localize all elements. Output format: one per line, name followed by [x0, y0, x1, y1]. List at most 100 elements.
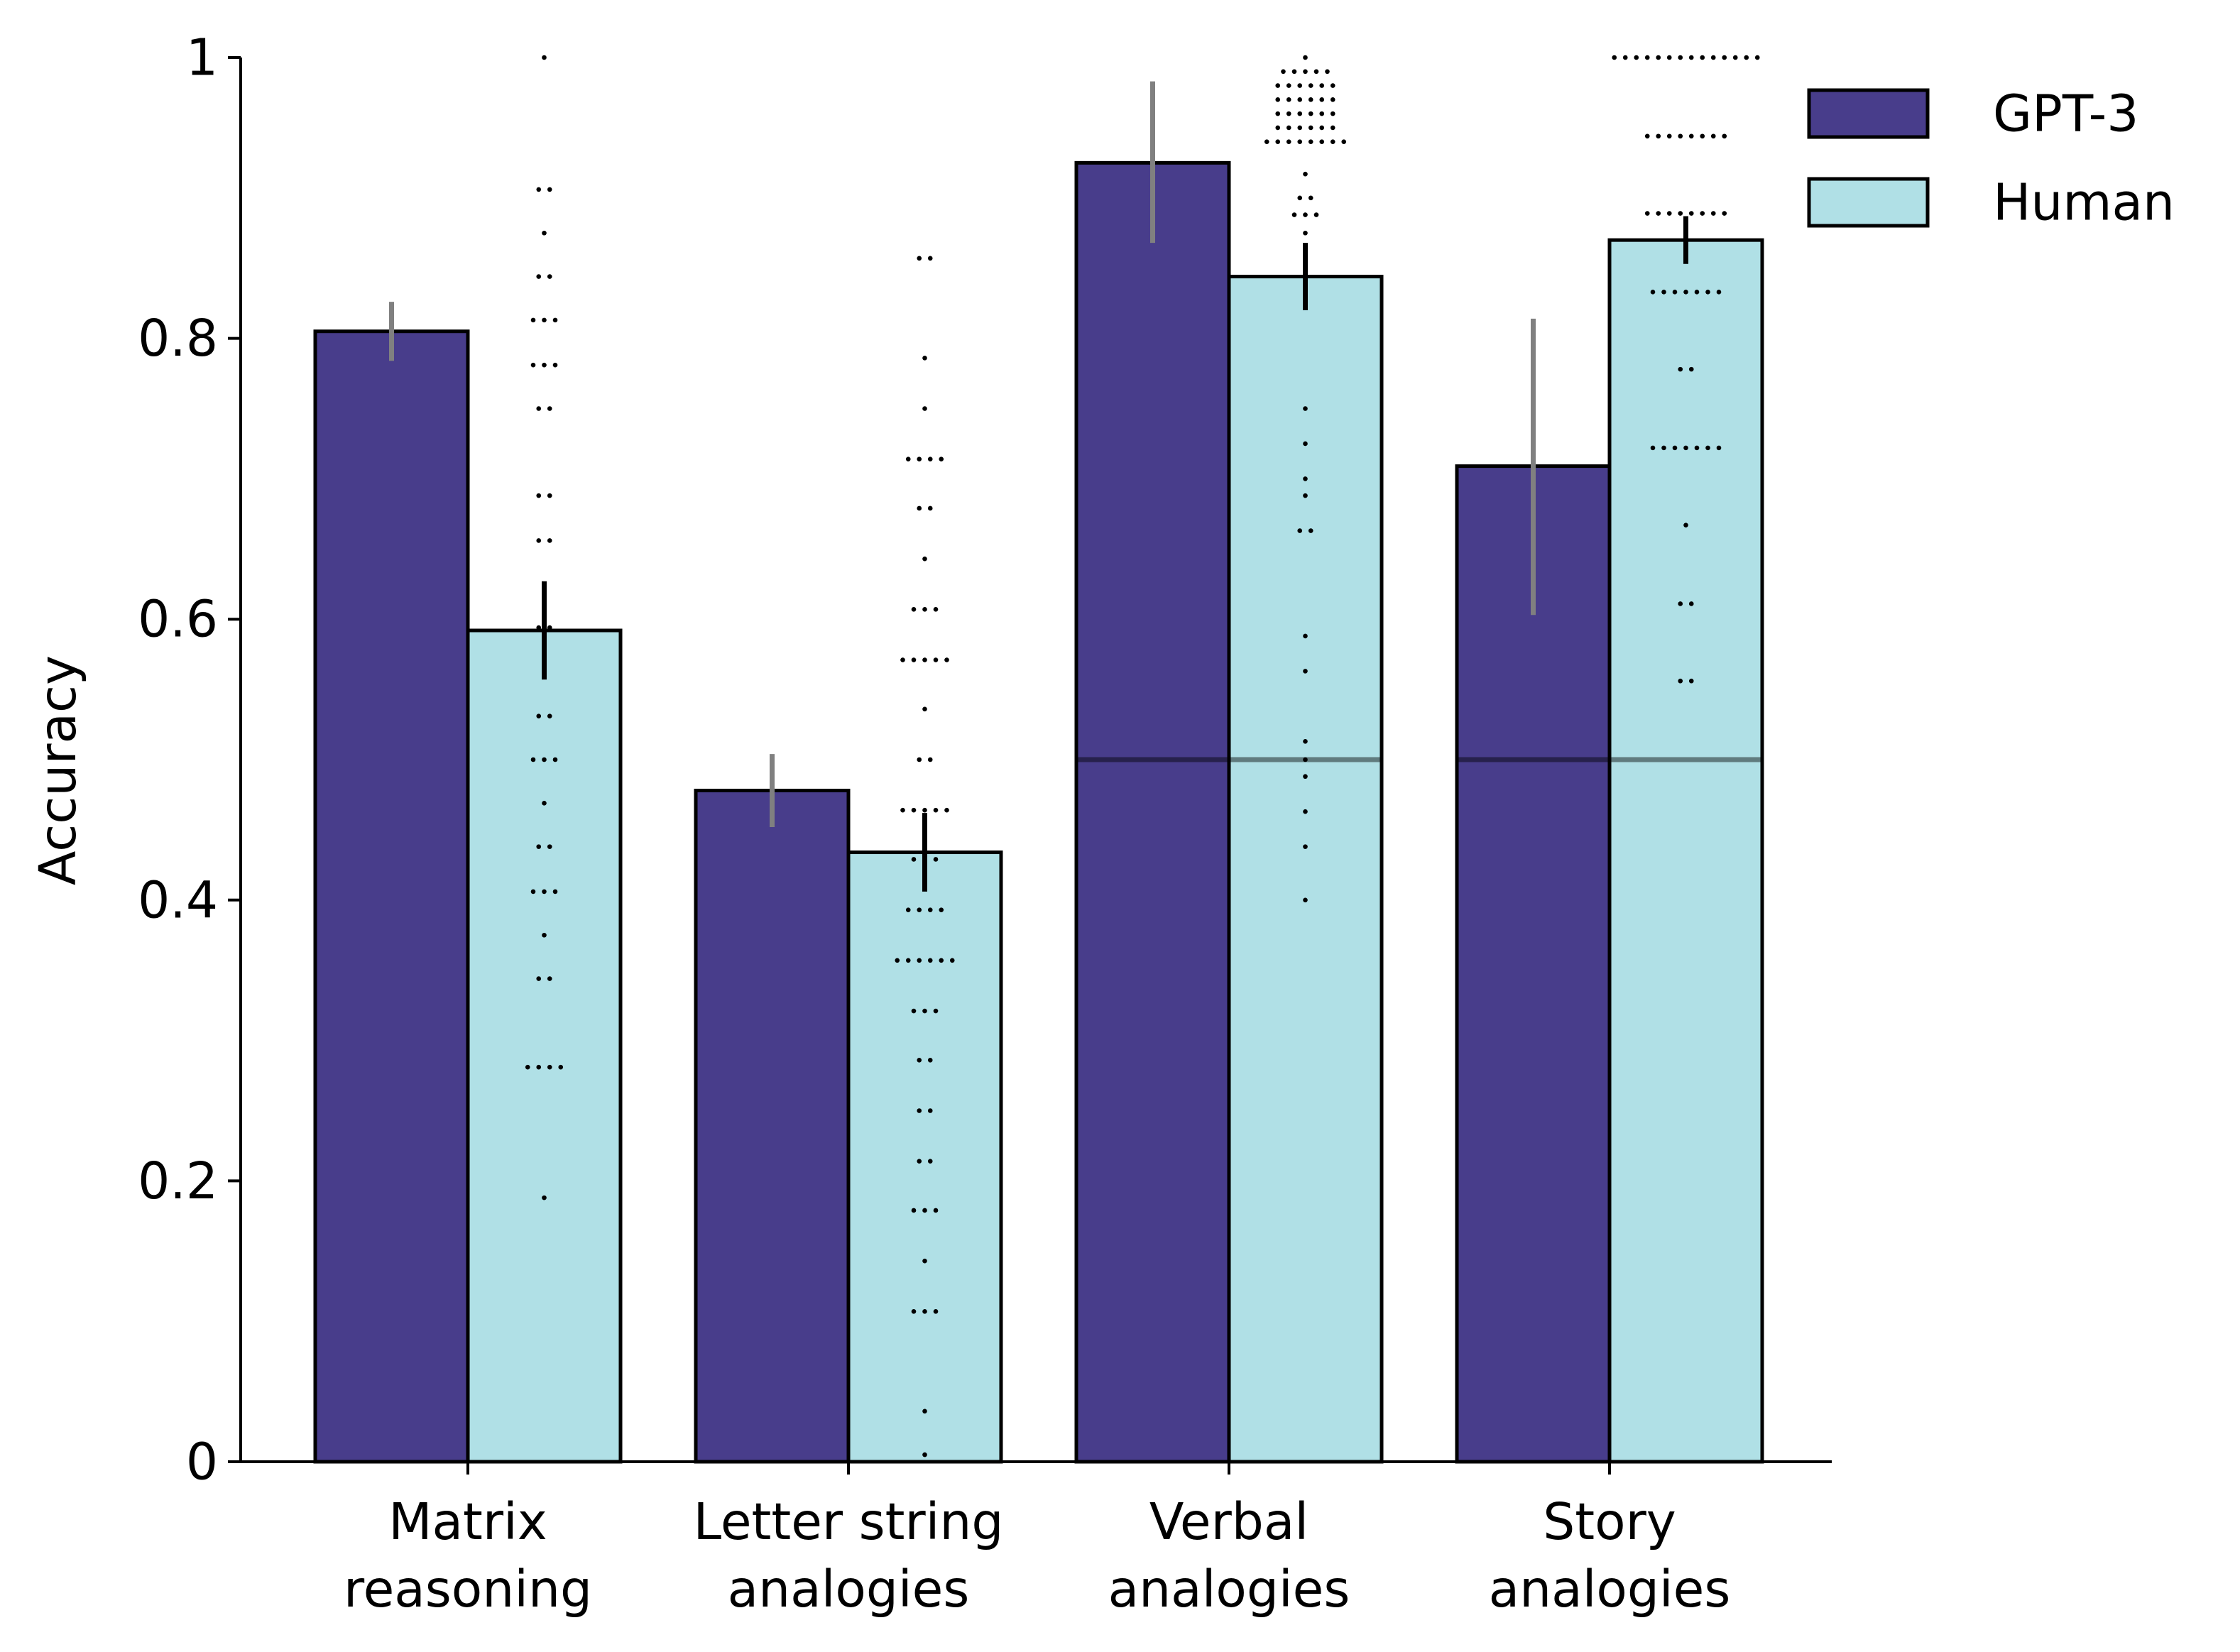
- participant-dot-3-23-1: [1303, 809, 1308, 814]
- bar-gpt-3-4: [1455, 464, 1612, 1464]
- participant-dot-2-20-1: [922, 1258, 927, 1264]
- participant-dot-2-10-2: [927, 757, 933, 762]
- participant-dot-4-1-4: [1644, 55, 1650, 60]
- participant-dot-2-13-4: [939, 907, 944, 912]
- participant-dot-3-6-2: [1286, 125, 1291, 131]
- participant-dot-4-3-6: [1700, 211, 1705, 216]
- participant-dot-2-4-4: [939, 456, 944, 462]
- participant-dot-2-22-1: [922, 1408, 927, 1414]
- participant-dot-1-8-2: [547, 493, 552, 498]
- participant-dot-2-18-1: [917, 1159, 922, 1164]
- participant-dot-1-18-4: [558, 1064, 564, 1070]
- participant-dot-2-18-2: [927, 1159, 933, 1164]
- participant-dot-2-1-2: [927, 256, 933, 261]
- participant-dot-2-11-4: [933, 807, 939, 813]
- participant-dot-3-5-2: [1286, 111, 1291, 116]
- participant-dot-1-1-1: [542, 55, 547, 60]
- participant-dot-2-4-1: [905, 456, 911, 462]
- participant-dot-2-11-1: [900, 807, 905, 813]
- participant-dot-4-6-5: [1694, 445, 1700, 451]
- participant-dot-2-7-1: [911, 607, 917, 612]
- participant-dot-3-19-1: [1303, 669, 1308, 674]
- participant-dot-3-20-1: [1303, 738, 1308, 744]
- y-tick-label-3: 0.4: [138, 870, 218, 929]
- participant-dot-1-8-1: [536, 493, 542, 498]
- participant-dot-2-16-1: [917, 1057, 922, 1063]
- participant-dot-1-15-2: [542, 889, 547, 895]
- participant-dot-2-13-1: [905, 907, 911, 912]
- participant-dot-4-3-2: [1656, 211, 1661, 216]
- participant-dot-3-7-3: [1286, 139, 1291, 144]
- participant-dot-1-14-1: [536, 844, 542, 849]
- participant-dot-2-17-2: [927, 1108, 933, 1113]
- participant-dot-3-5-4: [1308, 111, 1313, 116]
- participant-dot-3-5-6: [1330, 111, 1335, 116]
- participant-dot-4-1-5: [1656, 55, 1661, 60]
- bar-human-2: [846, 850, 1003, 1464]
- participant-dot-3-8-1: [1303, 171, 1308, 177]
- participant-dot-4-1-9: [1700, 55, 1705, 60]
- legend: GPT-3 Human: [1807, 84, 2175, 232]
- participant-dot-4-4-4: [1683, 290, 1688, 295]
- participant-dot-4-1-12: [1732, 55, 1738, 60]
- participant-dot-1-6-3: [552, 362, 558, 368]
- participant-dot-3-5-5: [1319, 111, 1325, 116]
- participant-dot-2-2-1: [922, 355, 927, 361]
- participant-dot-3-17-1: [1297, 528, 1303, 533]
- participant-dot-3-2-4: [1313, 69, 1319, 75]
- participant-dot-2-21-3: [933, 1309, 939, 1314]
- participant-dot-4-1-8: [1688, 55, 1694, 60]
- participant-dot-2-15-1: [911, 1008, 917, 1014]
- participant-dot-4-1-1: [1612, 55, 1617, 60]
- plot-area: 0 0.2 0.4 0.6 0.8 1 Matrix reasoning Letter stri…: [138, 28, 2175, 1619]
- participant-dot-1-9-1: [536, 538, 542, 543]
- legend-swatch-human: [1807, 177, 1930, 228]
- participant-dot-4-7-1: [1683, 523, 1688, 527]
- participant-dot-1-5-3: [552, 317, 558, 323]
- participant-dot-2-14-3: [917, 958, 922, 963]
- y-tick-label-4: 0.6: [138, 590, 218, 649]
- participant-dot-1-6-1: [530, 362, 536, 368]
- participant-dot-4-5-2: [1688, 366, 1694, 372]
- participant-dot-3-5-1: [1275, 111, 1281, 116]
- participant-dot-4-4-7: [1716, 290, 1722, 295]
- participant-dot-2-6-1: [922, 556, 927, 562]
- participant-dot-1-12-3: [552, 757, 558, 762]
- participant-dot-2-10-1: [917, 757, 922, 762]
- participant-dot-4-1-3: [1634, 55, 1639, 60]
- participant-dot-4-9-1: [1678, 678, 1683, 684]
- y-axis-title: Accuracy: [28, 655, 87, 885]
- participant-dot-1-18-2: [536, 1064, 542, 1070]
- participant-dot-3-13-1: [1303, 406, 1308, 411]
- participant-dot-4-8-2: [1688, 601, 1694, 606]
- x-tick-label-3: Verbal analogies: [1108, 1492, 1350, 1619]
- participant-dot-4-3-8: [1722, 211, 1727, 216]
- participant-dot-4-6-1: [1650, 445, 1656, 451]
- participant-dot-1-6-2: [542, 362, 547, 368]
- participant-dot-1-18-1: [525, 1064, 530, 1070]
- participant-dot-1-14-2: [547, 844, 552, 849]
- y-tick-label-5: 0.8: [138, 309, 218, 368]
- participant-dot-2-11-3: [922, 807, 927, 813]
- participant-dot-3-6-4: [1308, 125, 1313, 131]
- legend-swatch-gpt-3: [1807, 88, 1930, 139]
- participant-dot-3-17-2: [1308, 528, 1313, 533]
- participant-dot-2-8-1: [900, 657, 905, 662]
- participant-dot-3-3-4: [1308, 83, 1313, 88]
- participant-dot-2-14-1: [895, 958, 900, 963]
- participant-dot-3-10-3: [1313, 212, 1319, 217]
- participant-dot-2-14-5: [939, 958, 944, 963]
- participant-dot-3-3-2: [1286, 83, 1291, 88]
- bar-human-1: [466, 628, 623, 1464]
- participant-dot-4-1-2: [1622, 55, 1628, 60]
- participant-dot-2-19-2: [922, 1208, 927, 1213]
- participant-dot-4-5-1: [1678, 366, 1683, 372]
- participant-dot-2-7-3: [933, 607, 939, 612]
- participant-dot-4-1-10: [1710, 55, 1716, 60]
- participant-dot-3-6-3: [1297, 125, 1303, 131]
- participant-dot-4-3-3: [1666, 211, 1672, 216]
- participant-dot-4-2-2: [1656, 133, 1661, 139]
- participant-dot-4-1-11: [1722, 55, 1727, 60]
- participant-dot-3-18-1: [1303, 633, 1308, 639]
